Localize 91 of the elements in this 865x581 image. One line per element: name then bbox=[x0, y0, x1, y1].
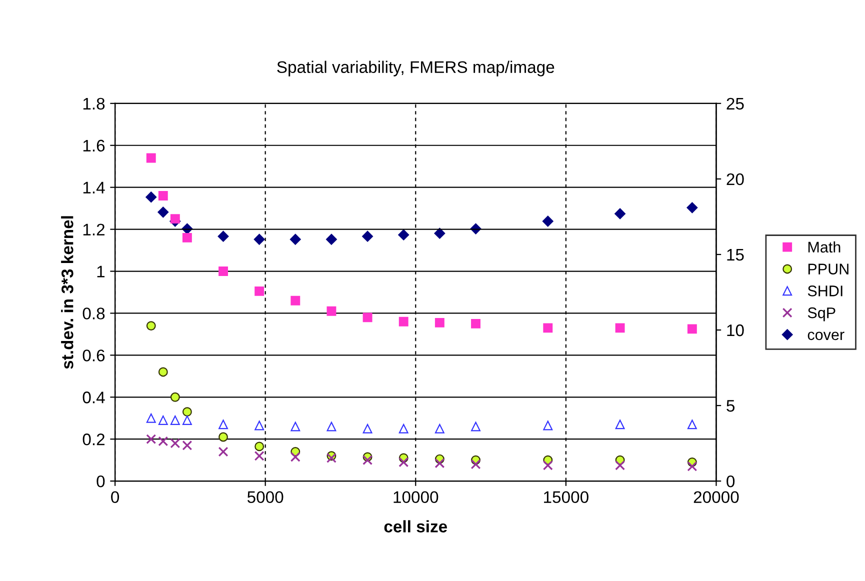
point bbox=[254, 286, 264, 296]
point bbox=[290, 422, 300, 432]
y-tick-label: 0.2 bbox=[82, 434, 104, 446]
point bbox=[615, 420, 625, 430]
legend-label: SHDI bbox=[808, 286, 842, 296]
point bbox=[182, 232, 192, 242]
point bbox=[326, 306, 336, 316]
point bbox=[170, 416, 180, 425]
point bbox=[362, 424, 372, 434]
point bbox=[158, 436, 168, 446]
y2-tick-label: 15 bbox=[727, 249, 744, 261]
point bbox=[471, 318, 480, 328]
point bbox=[362, 312, 372, 322]
x-tick-label: 10000 bbox=[394, 491, 438, 504]
point bbox=[170, 214, 180, 224]
point bbox=[146, 413, 156, 423]
point bbox=[290, 296, 300, 306]
point bbox=[158, 416, 168, 425]
y-axis-title: st.dev. in 3*3 kernel bbox=[61, 216, 74, 369]
y-tick-label: 0.4 bbox=[82, 392, 105, 404]
point bbox=[146, 192, 157, 203]
point bbox=[218, 432, 228, 442]
y2-tick-label: 20 bbox=[726, 173, 744, 186]
point bbox=[471, 422, 480, 432]
point bbox=[218, 230, 229, 242]
point bbox=[434, 228, 446, 239]
y-tick-label: 0.8 bbox=[82, 308, 105, 320]
point bbox=[542, 216, 554, 227]
point bbox=[182, 407, 192, 417]
x-tick-label: 15000 bbox=[544, 491, 588, 504]
point bbox=[218, 446, 228, 457]
y2-tick-label: 25 bbox=[726, 98, 744, 110]
point bbox=[182, 416, 192, 425]
point bbox=[542, 460, 553, 470]
point bbox=[218, 266, 228, 276]
point bbox=[362, 455, 373, 466]
y2-tick-label: 5 bbox=[726, 400, 735, 412]
y-tick-label: 1.6 bbox=[83, 140, 105, 152]
point bbox=[254, 450, 264, 461]
point bbox=[158, 206, 169, 218]
y-tick-label: 1 bbox=[97, 266, 105, 278]
point bbox=[543, 323, 553, 333]
y-tick-label: 1.4 bbox=[83, 182, 105, 194]
point bbox=[326, 422, 336, 432]
point bbox=[543, 420, 553, 430]
point bbox=[182, 440, 192, 450]
y-tick-label: 0 bbox=[96, 475, 105, 488]
point bbox=[254, 234, 265, 245]
point bbox=[290, 452, 300, 462]
point bbox=[218, 420, 228, 430]
point bbox=[254, 420, 264, 430]
point bbox=[615, 460, 626, 470]
point bbox=[398, 229, 410, 240]
point bbox=[158, 191, 168, 200]
y-tick-label: 1.8 bbox=[83, 98, 105, 110]
point bbox=[687, 324, 697, 334]
point bbox=[687, 461, 698, 472]
point bbox=[470, 459, 481, 470]
x-tick-label: 20000 bbox=[694, 491, 739, 504]
x-tick-label: 5000 bbox=[247, 491, 284, 504]
point bbox=[146, 321, 156, 331]
legend-label: PPUN bbox=[808, 264, 848, 274]
point bbox=[398, 457, 409, 468]
point bbox=[434, 318, 444, 328]
point bbox=[170, 438, 180, 448]
point bbox=[434, 424, 444, 434]
point bbox=[362, 230, 374, 242]
y-tick-label: 1.2 bbox=[83, 224, 104, 236]
point bbox=[686, 202, 698, 214]
point bbox=[158, 367, 168, 377]
point bbox=[398, 316, 408, 326]
point bbox=[614, 208, 626, 220]
point bbox=[170, 392, 180, 402]
point bbox=[290, 234, 301, 245]
chart-title: Spatial variability, FMERS map/image bbox=[277, 60, 554, 76]
point bbox=[146, 434, 156, 444]
y2-tick-label: 0 bbox=[726, 475, 735, 488]
point bbox=[146, 153, 156, 163]
y-tick-label: 0.6 bbox=[82, 350, 105, 362]
legend-label: cover bbox=[808, 332, 844, 340]
x-axis-title: cell size bbox=[384, 520, 448, 532]
legend-label: SqP bbox=[808, 307, 836, 322]
legend-label: Math bbox=[808, 241, 840, 253]
point bbox=[434, 458, 445, 468]
point bbox=[398, 424, 408, 434]
y2-tick-label: 10 bbox=[727, 324, 744, 336]
point bbox=[615, 323, 625, 333]
point bbox=[326, 234, 337, 245]
point bbox=[687, 420, 697, 430]
point bbox=[254, 442, 264, 452]
x-tick-label: 0 bbox=[111, 491, 120, 504]
